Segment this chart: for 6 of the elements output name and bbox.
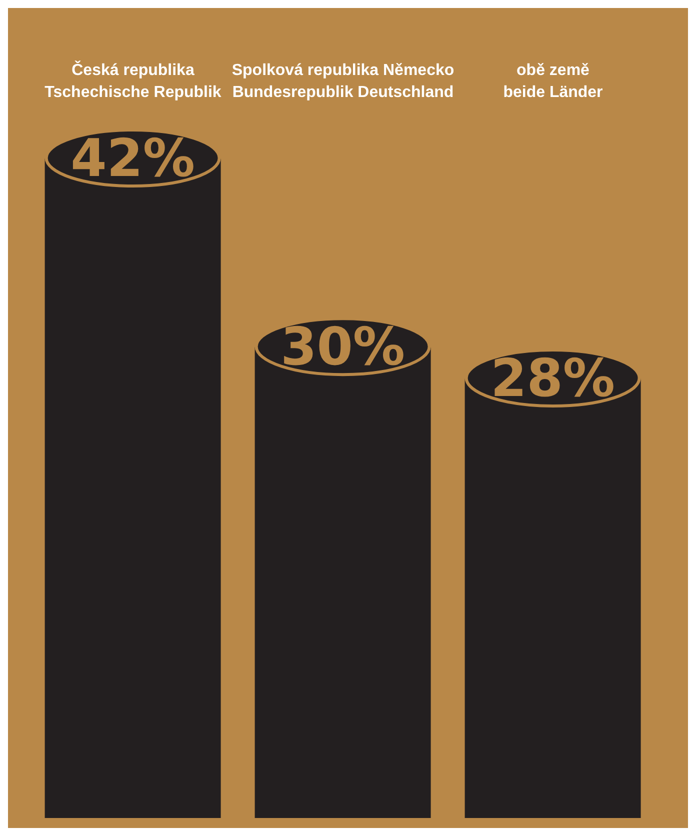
data-label: 30% xyxy=(280,318,406,378)
x-tick-label: Spolková republika Německo Bundesrepublik Deutschland xyxy=(232,62,454,101)
data-label: 42% xyxy=(70,129,196,189)
data-label: 28% xyxy=(490,349,616,409)
x-tick-label: Česká republika Tschechische Republik xyxy=(44,60,222,101)
x-tick-label: obě země beide Länder xyxy=(503,62,603,101)
